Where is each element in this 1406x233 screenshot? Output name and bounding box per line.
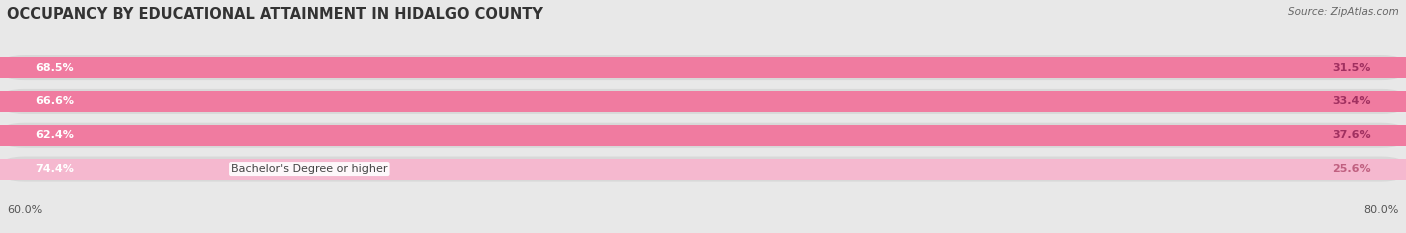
Text: 66.6%: 66.6% [35, 96, 75, 106]
Bar [0, 91, 1406, 112]
Bar [0, 125, 1406, 146]
Bar [0, 125, 169, 146]
Text: 62.4%: 62.4% [35, 130, 75, 140]
Text: Bachelor's Degree or higher: Bachelor's Degree or higher [231, 164, 388, 174]
Text: 74.4%: 74.4% [35, 164, 75, 174]
Bar [0, 57, 598, 78]
Bar [0, 91, 464, 112]
FancyBboxPatch shape [0, 157, 1406, 182]
Text: 25.6%: 25.6% [1333, 164, 1371, 174]
Text: 60.0%: 60.0% [7, 205, 42, 215]
FancyBboxPatch shape [0, 55, 1406, 80]
Bar [0, 57, 1406, 78]
FancyBboxPatch shape [0, 89, 1406, 114]
Bar [0, 159, 1012, 180]
Text: Source: ZipAtlas.com: Source: ZipAtlas.com [1288, 7, 1399, 17]
Text: 68.5%: 68.5% [35, 63, 73, 72]
Bar [0, 159, 1406, 180]
Text: 37.6%: 37.6% [1333, 130, 1371, 140]
Text: 33.4%: 33.4% [1333, 96, 1371, 106]
Text: OCCUPANCY BY EDUCATIONAL ATTAINMENT IN HIDALGO COUNTY: OCCUPANCY BY EDUCATIONAL ATTAINMENT IN H… [7, 7, 543, 22]
FancyBboxPatch shape [0, 123, 1406, 148]
Text: 80.0%: 80.0% [1364, 205, 1399, 215]
Text: 31.5%: 31.5% [1333, 63, 1371, 72]
